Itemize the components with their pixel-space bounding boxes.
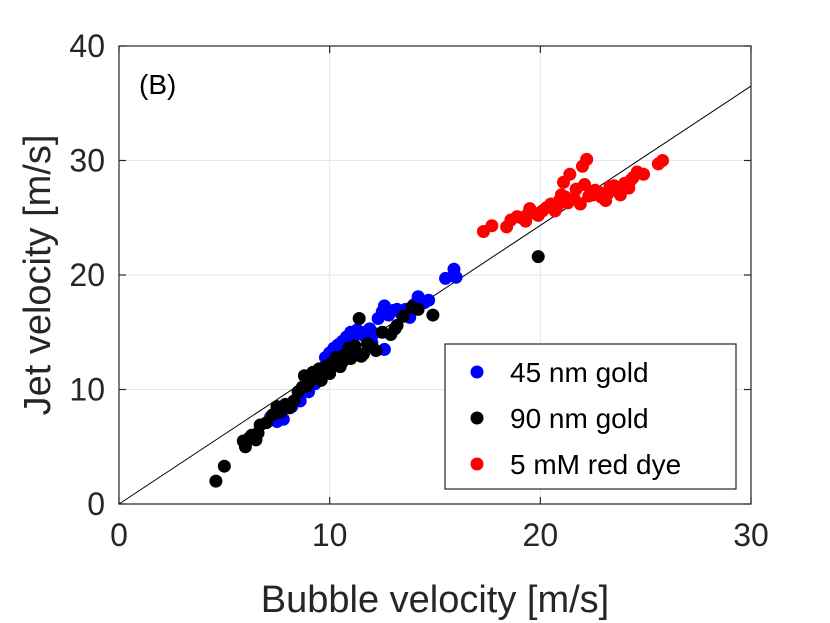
legend-box [444,343,737,490]
y-axis-title: Jet velocity [m/s] [17,135,59,416]
y-tick-label: 40 [69,28,105,64]
series-3 [476,152,670,238]
axis-ticks [118,45,752,505]
data-point [396,309,410,323]
y-tick-label: 10 [69,372,105,408]
data-point [272,405,286,419]
series-2 [209,250,545,488]
data-point [352,312,366,326]
data-point [388,322,402,336]
data-points [209,152,670,488]
legend-label-red-dye: 5 mM red dye [510,449,681,480]
data-point [559,190,573,204]
x-tick-label: 30 [733,517,769,553]
y-tick-label: 0 [87,486,105,522]
data-point [217,459,231,473]
data-point [656,154,670,167]
data-point [563,167,577,181]
y-tick-label: 20 [69,257,105,293]
legend-label-45nm: 45 nm gold [510,357,649,388]
data-point [348,339,362,353]
y-tick-label: 30 [69,143,105,179]
data-point [603,180,617,194]
data-point [637,167,651,181]
data-point [209,474,223,488]
panel-label: (B) [139,69,176,100]
legend-label-90nm: 90 nm gold [510,403,649,434]
data-point [580,152,594,166]
legend-marker-red-dye [470,457,484,471]
legend-marker-45nm [470,365,484,379]
data-point [365,340,379,354]
legend-marker-90nm [470,411,484,425]
data-point [449,270,463,284]
tick-labels: 0 10 20 30 0 10 20 30 40 [69,28,768,553]
reference-line [118,85,752,505]
data-point [426,308,440,322]
data-point [624,173,638,187]
data-point [422,293,436,307]
data-point [531,250,545,264]
x-tick-label: 20 [523,517,559,553]
x-axis-title: Bubble velocity [m/s] [261,579,609,621]
data-point [335,355,349,369]
data-point [521,207,535,221]
data-point [485,219,499,233]
data-point [321,364,335,378]
data-point [354,349,368,363]
data-point [245,428,259,442]
x-tick-label: 10 [312,517,348,553]
legend: 45 nm gold 90 nm gold 5 mM red dye [444,343,737,490]
x-tick-label: 0 [110,517,128,553]
data-point [573,197,587,211]
data-point [411,302,425,316]
data-point [299,379,313,393]
data-point [578,178,592,192]
data-point [439,271,453,285]
